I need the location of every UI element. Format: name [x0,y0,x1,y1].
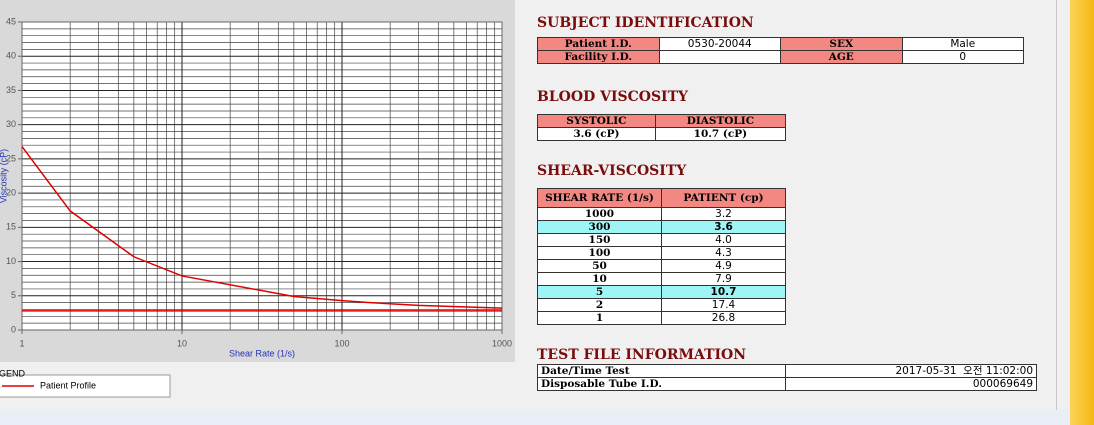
column-header: DIASTOLIC [654,114,787,128]
field-label: Patient I.D. [537,37,660,51]
x-tick-label: 1 [19,338,24,348]
x-tick-label: 10 [177,338,187,348]
field-value: 0 [901,50,1024,64]
table-row: 50 4.9 [537,259,786,273]
patient-viscosity: 3.2 [661,207,786,221]
shear-rate: 100 [537,246,662,260]
y-tick-label: 35 [6,85,16,95]
patient-viscosity: 4.9 [661,259,786,273]
y-tick-label: 20 [6,187,16,197]
y-tick-label: 45 [6,16,16,26]
y-axis-label: Viscosity (cP) [0,149,8,203]
shear-rate: 5 [537,285,662,299]
header-row: SYSTOLIC DIASTOLIC [537,114,787,128]
table-row: Date/Time Test 2017-05-31 오전 11:02:00 [537,364,1037,378]
y-tick-label: 30 [6,119,16,129]
shear-rate: 150 [537,233,662,247]
column-header: PATIENT (cp) [661,188,786,208]
shear-rate: 1 [537,311,662,325]
info-value: 000069649 [785,377,1037,391]
patient-viscosity: 4.0 [661,233,786,247]
status-strip [0,410,1070,425]
table-row: 5 10.7 [537,285,786,299]
header-row: SHEAR RATE (1/s) PATIENT (cp) [537,188,786,208]
blood-table: SYSTOLIC DIASTOLIC 3.6 (cP) 10.7 (cP) [537,114,787,141]
table-row: 10 7.9 [537,272,786,286]
table-row: 150 4.0 [537,233,786,247]
series-line [21,146,503,309]
patient-viscosity: 7.9 [661,272,786,286]
field-value: 0530-20044 [658,37,781,51]
section-title: SHEAR-VISCOSITY [537,163,687,179]
column-header: SHEAR RATE (1/s) [537,188,662,208]
patient-viscosity: 26.8 [661,311,786,325]
table-row: Patient I.D. 0530-20044 SEX Male [537,37,1024,51]
field-value [658,50,781,64]
table-row: 300 3.6 [537,220,786,234]
shear-rate: 2 [537,298,662,312]
table-row: 2 17.4 [537,298,786,312]
test-table: Date/Time Test 2017-05-31 오전 11:02:00 Disp… [537,364,1037,391]
patient-viscosity: 4.3 [661,246,786,260]
chart: Shear Rate (1/s) Viscosity (cP) LEGEND 0… [0,0,515,398]
info-value: 2017-05-31 오전 11:02:00 [785,364,1037,378]
field-value: Male [901,37,1024,51]
blood-value: 10.7 (cP) [654,127,787,141]
table-row: Facility I.D. AGE 0 [537,50,1024,64]
shear-table: SHEAR RATE (1/s) PATIENT (cp) 1000 3.2 300 3.… [537,188,786,325]
section-title: SUBJECT IDENTIFICATION [537,15,754,31]
y-tick-label: 15 [6,222,16,232]
table-row: 100 4.3 [537,246,786,260]
y-tick-label: 25 [6,153,16,163]
field-label: SEX [780,37,903,51]
x-axis-label: Shear Rate (1/s) [229,348,295,358]
info-label: Disposable Tube I.D. [537,377,786,391]
shear-rate: 50 [537,259,662,273]
plot-frame [21,21,503,331]
y-tick-label: 5 [11,290,16,300]
field-label: AGE [780,50,903,64]
patient-viscosity: 17.4 [661,298,786,312]
table-row: Disposable Tube I.D. 000069649 [537,377,1037,391]
shear-rate: 1000 [537,207,662,221]
shear-rate: 10 [537,272,662,286]
x-tick-label: 1000 [492,338,512,348]
y-tick-label: 10 [6,256,16,266]
column-header: SYSTOLIC [537,114,656,128]
section-title: BLOOD VISCOSITY [537,89,689,105]
blood-value: 3.6 (cP) [537,127,656,141]
scrollbar-edge [1056,0,1057,410]
legend-title: LEGEND [0,368,26,378]
subject-table: Patient I.D. 0530-20044 SEX Male Facility I.… [537,37,1024,64]
table-row: 3.6 (cP) 10.7 (cP) [537,127,787,141]
y-tick-label: 40 [6,51,16,61]
y-tick-label: 0 [11,324,16,334]
plot-area [22,22,502,330]
shear-rate: 300 [537,220,662,234]
section-title: TEST FILE INFORMATION [537,347,747,363]
field-label: Facility I.D. [537,50,660,64]
side-strip [1070,0,1094,425]
x-tick-label: 100 [334,338,349,348]
legend-box [0,374,171,398]
patient-viscosity: 10.7 [661,285,786,299]
info-label: Date/Time Test [537,364,786,378]
table-row: 1 26.8 [537,311,786,325]
table-row: 1000 3.2 [537,207,786,221]
legend-label: Patient Profile [40,380,96,390]
patient-viscosity: 3.6 [661,220,786,234]
